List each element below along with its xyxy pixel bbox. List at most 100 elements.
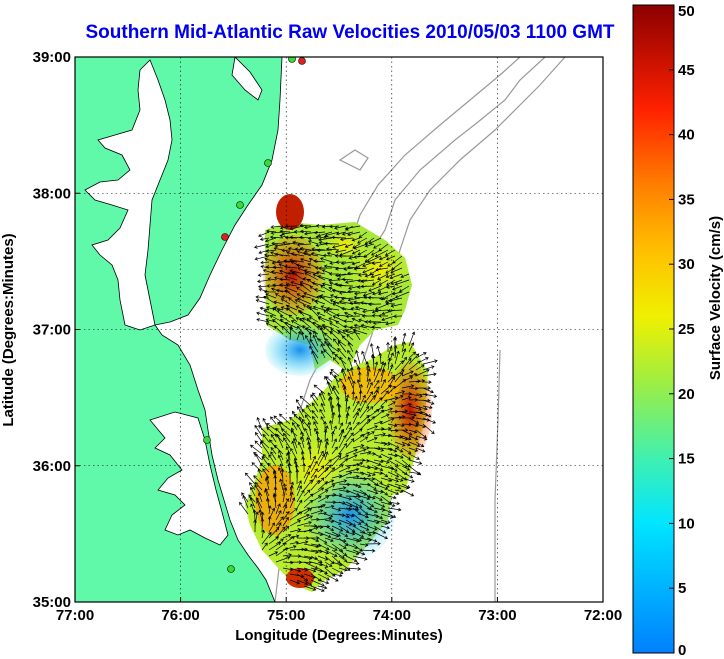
velocity-vector <box>249 497 256 509</box>
coastal-stations <box>203 57 306 573</box>
velocity-vector <box>297 297 312 305</box>
velocity-vector <box>373 432 386 437</box>
velocity-vector <box>323 420 327 431</box>
velocity-vector <box>358 231 368 238</box>
y-tick-labels: 39:00 38:00 37:00 36:00 35:00 <box>33 49 80 611</box>
velocity-vector <box>331 501 346 505</box>
velocity-vector <box>318 392 326 407</box>
velocity-vector <box>345 454 358 461</box>
velocity-vector <box>415 405 428 411</box>
velocity-vector <box>387 513 397 519</box>
velocity-vector <box>296 287 305 293</box>
velocity-vector <box>362 261 375 267</box>
velocity-vector <box>366 368 371 383</box>
velocity-vector <box>359 383 363 395</box>
velocity-vector <box>283 259 298 263</box>
velocity-vector <box>307 421 312 437</box>
colorbar <box>632 4 675 654</box>
velocity-vector <box>372 291 382 296</box>
velocity-vector <box>273 486 278 497</box>
velocity-vector <box>385 301 396 306</box>
velocity-vector <box>353 255 368 259</box>
velocity-vector <box>340 306 354 311</box>
velocity-vector <box>268 522 275 533</box>
velocity-vector <box>267 277 277 281</box>
velocity-vector <box>305 327 319 335</box>
velocity-vector <box>270 270 284 275</box>
velocity-vector <box>394 409 409 413</box>
velocity-vector <box>408 360 421 371</box>
velocity-vector <box>282 516 289 527</box>
velocity-vector <box>378 261 389 267</box>
velocity-vector <box>296 521 312 527</box>
velocity-vector <box>390 279 403 285</box>
velocity-vector <box>385 273 396 279</box>
velocity-vector <box>338 443 347 455</box>
velocity-vector <box>338 531 349 538</box>
velocity-vector <box>312 305 326 311</box>
velocity-vector <box>310 509 324 515</box>
velocity-vector <box>289 508 298 515</box>
velocity-vector <box>338 543 347 549</box>
velocity-vector <box>268 505 272 515</box>
gridlines <box>75 57 603 602</box>
velocity-vector <box>292 240 305 245</box>
velocity-vector <box>334 225 347 230</box>
velocity-vector <box>378 313 389 318</box>
velocity-vector <box>303 269 319 275</box>
velocity-vector <box>401 415 415 420</box>
velocity-vector <box>358 390 363 401</box>
velocity-vector <box>303 499 313 509</box>
velocity-vector <box>244 472 256 485</box>
velocity-vector <box>300 431 305 443</box>
velocity-vector <box>307 240 319 245</box>
velocity-vector <box>284 321 298 329</box>
velocity-vector <box>303 561 319 569</box>
velocity-vector <box>347 349 354 359</box>
velocity-vector <box>379 296 389 301</box>
velocity-vector <box>299 223 312 228</box>
velocity-vector <box>294 247 305 252</box>
velocity-vector <box>319 257 333 263</box>
velocity-vector <box>282 553 292 557</box>
velocity-vector <box>415 447 426 453</box>
velocity-vector <box>268 454 277 467</box>
velocity-vector <box>314 288 326 293</box>
velocity-vector <box>394 390 406 395</box>
velocity-vector <box>317 439 323 455</box>
velocity-vector <box>387 465 398 472</box>
velocity-vector <box>271 261 284 265</box>
velocity-vector <box>345 412 350 425</box>
velocity-vector <box>266 423 277 431</box>
velocity-vector <box>310 555 323 563</box>
velocity-vector <box>364 243 375 248</box>
velocity-vector <box>359 543 369 547</box>
velocity-vector <box>316 436 321 449</box>
velocity-vector <box>335 260 347 265</box>
velocity-vector <box>335 313 347 317</box>
colorbar-tick-label: 20 <box>678 386 695 403</box>
velocity-vector <box>312 321 326 329</box>
velocity-vector <box>401 465 411 471</box>
velocity-vector <box>317 537 328 544</box>
velocity-vector <box>352 428 363 437</box>
velocity-vector <box>293 229 305 234</box>
velocity-vector <box>254 424 263 437</box>
pamlico-sound <box>149 411 229 546</box>
velocity-vector <box>259 462 270 473</box>
velocity-vector <box>255 295 270 299</box>
velocity-vector <box>299 280 312 287</box>
velocity-vector <box>370 273 382 279</box>
velocity-vector <box>294 299 305 305</box>
velocity-vector <box>341 231 354 236</box>
x-tick-label: 73:00 <box>478 607 516 624</box>
velocity-vector <box>256 497 263 509</box>
velocity-vector <box>344 225 361 231</box>
velocity-vector <box>347 297 361 302</box>
velocity-vector <box>322 253 333 258</box>
velocity-vector <box>390 267 403 274</box>
velocity-vector <box>331 561 343 567</box>
colorbar-tick-label: 10 <box>678 515 695 532</box>
velocity-vector <box>400 273 410 279</box>
velocity-vector <box>338 555 348 562</box>
